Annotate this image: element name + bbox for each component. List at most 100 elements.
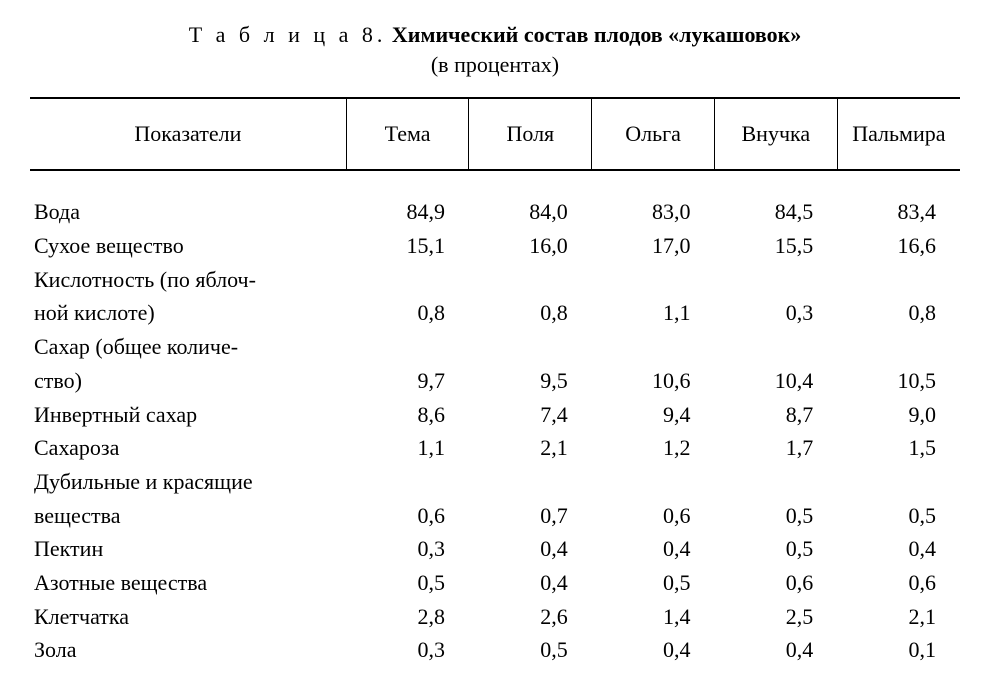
row-label: Сахароза xyxy=(30,431,346,465)
chemical-composition-table: Показатели Тема Поля Ольга Внучка Пальми… xyxy=(30,97,960,667)
cell-palmira: 0,4 xyxy=(837,532,960,566)
table-row: Сахароза1,12,11,21,71,5 xyxy=(30,431,960,465)
cell-palmira: 0,1 xyxy=(837,633,960,667)
cell-empty xyxy=(837,330,960,364)
col-header-polya: Поля xyxy=(469,98,592,170)
row-label: Зола xyxy=(30,633,346,667)
cell-palmira: 16,6 xyxy=(837,229,960,263)
cell-vnuchka: 0,5 xyxy=(714,532,837,566)
row-label: Пектин xyxy=(30,532,346,566)
row-label-cont: ство) xyxy=(30,364,346,398)
cell-vnuchka: 15,5 xyxy=(714,229,837,263)
cell-tema: 2,8 xyxy=(346,600,469,634)
cell-empty xyxy=(469,263,592,297)
table-title-main: Химический состав плодов «лукашовок» xyxy=(392,22,801,47)
cell-olga: 1,1 xyxy=(592,296,715,330)
col-header-indicators: Показатели xyxy=(30,98,346,170)
cell-olga: 10,6 xyxy=(592,364,715,398)
table-row: Зола0,30,50,40,40,1 xyxy=(30,633,960,667)
cell-tema: 0,5 xyxy=(346,566,469,600)
cell-tema: 0,3 xyxy=(346,532,469,566)
cell-empty xyxy=(714,330,837,364)
row-label: Инвертный сахар xyxy=(30,398,346,432)
row-label-cont: вещества xyxy=(30,499,346,533)
cell-olga: 0,4 xyxy=(592,532,715,566)
cell-empty xyxy=(592,263,715,297)
cell-vnuchka: 10,4 xyxy=(714,364,837,398)
cell-vnuchka: 0,4 xyxy=(714,633,837,667)
cell-polya: 0,7 xyxy=(469,499,592,533)
cell-polya: 0,4 xyxy=(469,532,592,566)
table-title-block: Т а б л и ц а 8. Химический состав плодо… xyxy=(30,20,960,79)
col-header-tema: Тема xyxy=(346,98,469,170)
cell-polya: 0,8 xyxy=(469,296,592,330)
table-title-sub: (в процентах) xyxy=(431,52,559,77)
table-row: Азотные вещества0,50,40,50,60,6 xyxy=(30,566,960,600)
cell-tema: 9,7 xyxy=(346,364,469,398)
cell-tema: 0,8 xyxy=(346,296,469,330)
cell-vnuchka: 8,7 xyxy=(714,398,837,432)
cell-empty xyxy=(714,263,837,297)
cell-palmira: 1,5 xyxy=(837,431,960,465)
cell-tema: 84,9 xyxy=(346,170,469,229)
row-label: Сухое вещество xyxy=(30,229,346,263)
table-row: Вода84,984,083,084,583,4 xyxy=(30,170,960,229)
cell-polya: 7,4 xyxy=(469,398,592,432)
table-row: ство)9,79,510,610,410,5 xyxy=(30,364,960,398)
row-label: Дубильные и красящие xyxy=(30,465,346,499)
cell-tema: 15,1 xyxy=(346,229,469,263)
table-row: Дубильные и красящие xyxy=(30,465,960,499)
row-label: Клетчатка xyxy=(30,600,346,634)
cell-vnuchka: 1,7 xyxy=(714,431,837,465)
cell-polya: 9,5 xyxy=(469,364,592,398)
cell-polya: 0,4 xyxy=(469,566,592,600)
cell-olga: 0,5 xyxy=(592,566,715,600)
table-row: Инвертный сахар8,67,49,48,79,0 xyxy=(30,398,960,432)
table-row: Кислотность (по яблоч- xyxy=(30,263,960,297)
table-number-label: Т а б л и ц а 8. xyxy=(189,22,387,47)
cell-olga: 0,4 xyxy=(592,633,715,667)
row-label: Азотные вещества xyxy=(30,566,346,600)
row-label-cont: ной кислоте) xyxy=(30,296,346,330)
cell-empty xyxy=(714,465,837,499)
cell-vnuchka: 0,6 xyxy=(714,566,837,600)
cell-olga: 0,6 xyxy=(592,499,715,533)
cell-polya: 84,0 xyxy=(469,170,592,229)
cell-tema: 1,1 xyxy=(346,431,469,465)
table-row: Сухое вещество15,116,017,015,516,6 xyxy=(30,229,960,263)
col-header-palmira: Пальмира xyxy=(837,98,960,170)
cell-empty xyxy=(837,465,960,499)
cell-palmira: 83,4 xyxy=(837,170,960,229)
cell-empty xyxy=(346,263,469,297)
cell-olga: 83,0 xyxy=(592,170,715,229)
cell-polya: 16,0 xyxy=(469,229,592,263)
cell-olga: 9,4 xyxy=(592,398,715,432)
table-header-row: Показатели Тема Поля Ольга Внучка Пальми… xyxy=(30,98,960,170)
cell-vnuchka: 2,5 xyxy=(714,600,837,634)
cell-empty xyxy=(592,330,715,364)
col-header-olga: Ольга xyxy=(592,98,715,170)
cell-palmira: 0,5 xyxy=(837,499,960,533)
row-label: Вода xyxy=(30,170,346,229)
cell-empty xyxy=(469,330,592,364)
cell-palmira: 0,8 xyxy=(837,296,960,330)
table-row: Сахар (общее количе- xyxy=(30,330,960,364)
cell-empty xyxy=(469,465,592,499)
table-row: ной кислоте)0,80,81,10,30,8 xyxy=(30,296,960,330)
cell-empty xyxy=(837,263,960,297)
row-label: Сахар (общее количе- xyxy=(30,330,346,364)
cell-empty xyxy=(346,330,469,364)
cell-olga: 17,0 xyxy=(592,229,715,263)
cell-vnuchka: 0,3 xyxy=(714,296,837,330)
cell-palmira: 2,1 xyxy=(837,600,960,634)
cell-tema: 0,6 xyxy=(346,499,469,533)
table-row: Пектин0,30,40,40,50,4 xyxy=(30,532,960,566)
cell-palmira: 9,0 xyxy=(837,398,960,432)
cell-tema: 8,6 xyxy=(346,398,469,432)
cell-palmira: 10,5 xyxy=(837,364,960,398)
cell-tema: 0,3 xyxy=(346,633,469,667)
cell-olga: 1,4 xyxy=(592,600,715,634)
cell-empty xyxy=(592,465,715,499)
cell-polya: 0,5 xyxy=(469,633,592,667)
col-header-vnuchka: Внучка xyxy=(714,98,837,170)
